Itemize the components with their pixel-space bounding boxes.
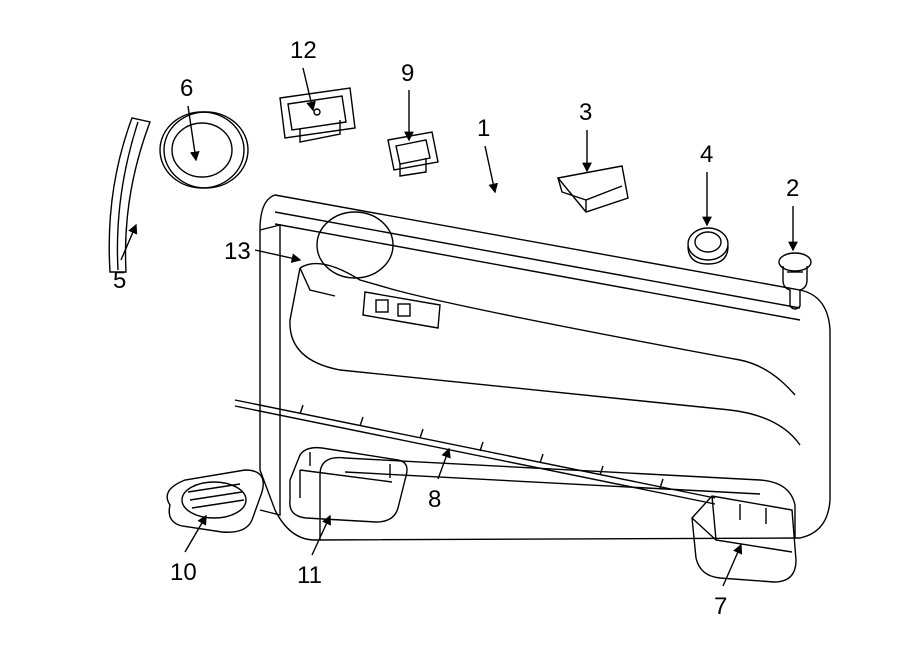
- arrow-13: [255, 250, 300, 260]
- callout-label-5: 5: [113, 267, 126, 295]
- part-reflector: [167, 470, 263, 532]
- part-cup-holder: [280, 88, 355, 142]
- part-trim-insert: [558, 166, 628, 212]
- part-round-knob: [688, 228, 728, 264]
- callout-label-1: 1: [477, 115, 490, 143]
- part-clip: [779, 253, 811, 309]
- callout-label-7: 7: [714, 593, 727, 621]
- callout-label-4: 4: [700, 141, 713, 169]
- arrow-1: [485, 146, 495, 192]
- callout-label-9: 9: [401, 60, 414, 88]
- part-switch-housing: [388, 132, 438, 176]
- callout-label-2: 2: [786, 175, 799, 203]
- part-speaker-ring: [160, 112, 248, 188]
- diagram-svg: [0, 0, 900, 661]
- arrow-12: [303, 68, 313, 110]
- arrow-5: [121, 225, 136, 260]
- callout-label-10: 10: [170, 559, 197, 587]
- callout-label-12: 12: [290, 37, 317, 65]
- callout-label-11: 11: [297, 562, 322, 590]
- arrow-10: [185, 516, 206, 552]
- callout-label-3: 3: [579, 99, 592, 127]
- callout-label-13: 13: [224, 238, 251, 266]
- callout-arrows: [121, 68, 793, 586]
- diagram-stage: 1 2 3 4 5 6 7 8 9 10 11 12 13: [0, 0, 900, 661]
- callout-label-6: 6: [180, 75, 193, 103]
- arrow-11: [312, 516, 330, 555]
- part-door-panel: [260, 195, 830, 540]
- part-pillar-trim: [109, 118, 150, 272]
- callout-label-8: 8: [428, 486, 441, 514]
